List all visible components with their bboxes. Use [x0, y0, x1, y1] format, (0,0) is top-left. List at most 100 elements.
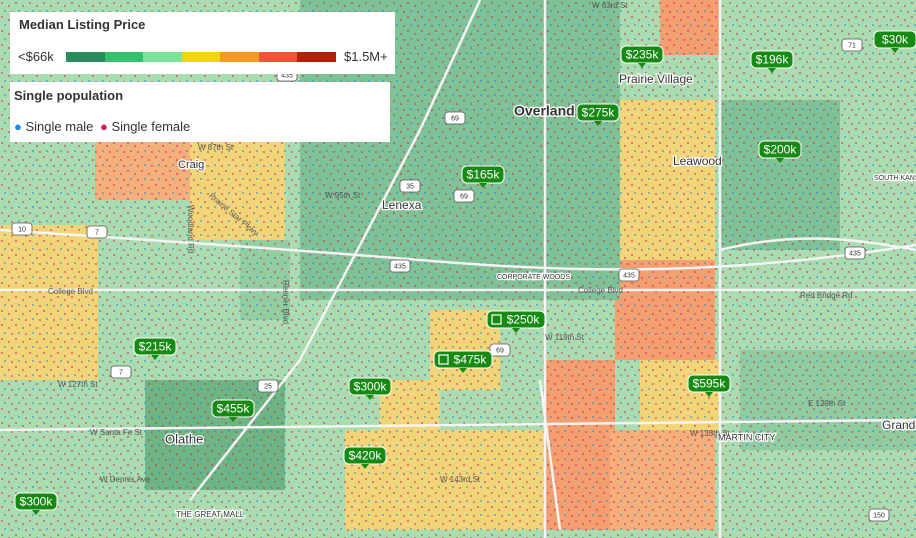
place-label: SOUTH KANSAS CITY: [874, 175, 916, 182]
price-marker[interactable]: $196k: [750, 50, 794, 73]
highway-shield: [444, 111, 466, 125]
highway-number: 435: [281, 72, 293, 79]
marker-pointer: [512, 328, 520, 333]
legend-label: Single male: [25, 119, 94, 134]
marker-pointer: [151, 355, 159, 360]
population-legend: Single population ● Single male ● Single…: [10, 82, 390, 142]
marker-price: $300k: [354, 380, 388, 394]
highway-number: 25: [264, 383, 272, 390]
highway-number: 435: [849, 250, 861, 257]
highway-number: 7: [95, 229, 99, 236]
highway-shield: [453, 189, 475, 203]
highway-number: 35: [406, 183, 414, 190]
marker-pointer: [229, 417, 237, 422]
marker-price: $215k: [139, 340, 173, 354]
place-label: Lenexa: [382, 198, 422, 212]
price-marker[interactable]: $595k: [687, 374, 731, 397]
place-label: Craig: [178, 159, 204, 171]
price-marker[interactable]: $300k: [14, 492, 58, 515]
street-label: W 87th St: [198, 143, 234, 152]
place-label: Overland: [514, 103, 575, 119]
street-label: Renner Blvd: [281, 280, 290, 324]
place-label: THE GREAT MALL: [176, 510, 245, 519]
street-label: W 127th St: [58, 380, 98, 389]
highway-shield: [868, 508, 890, 522]
street-label: W 135th St: [690, 429, 730, 438]
place-label: Prairie Village: [619, 72, 693, 86]
marker-pointer: [891, 48, 899, 53]
marker-price: $30k: [882, 33, 909, 47]
marker-price: $420k: [349, 449, 383, 463]
street-label: E 129th St: [808, 399, 846, 408]
street-label: College Blvd: [578, 286, 623, 295]
highway-number: 69: [460, 193, 468, 200]
marker-pointer: [366, 395, 374, 400]
legend-title: Median Listing Price: [19, 17, 146, 32]
street-label: Red Bridge Rd: [800, 291, 852, 300]
street-label: W 119th St: [545, 333, 585, 342]
price-marker[interactable]: $275k: [576, 103, 620, 126]
street-label: W 143rd St: [440, 475, 481, 484]
highway-shield: [257, 379, 279, 393]
price-marker[interactable]: $475k: [433, 350, 493, 373]
price-marker[interactable]: $200k: [758, 140, 802, 163]
street-label: W Dennis Ave: [100, 475, 151, 484]
marker-pointer: [459, 368, 467, 373]
price-marker[interactable]: $300k: [348, 377, 392, 400]
highway-shield: [844, 246, 866, 260]
price-marker[interactable]: $215k: [133, 337, 177, 360]
marker-pointer: [32, 510, 40, 515]
marker-price: $200k: [764, 143, 798, 157]
price-marker[interactable]: $235k: [620, 45, 664, 68]
calendar-icon: [438, 354, 449, 365]
marker-pointer: [638, 63, 646, 68]
highway-shield: [86, 225, 108, 239]
marker-price: $300k: [20, 495, 54, 509]
calendar-icon: [491, 314, 502, 325]
highway-number: 7: [119, 369, 123, 376]
price-marker[interactable]: $30k: [873, 30, 916, 53]
marker-price: $475k: [454, 353, 488, 367]
place-label: Leawood: [673, 154, 722, 168]
street-label: W 63rd St: [592, 1, 628, 10]
marker-pointer: [479, 183, 487, 188]
place-label: MARTIN CITY: [718, 432, 775, 442]
marker-price: $275k: [582, 106, 616, 120]
highway-number: 71: [848, 42, 856, 49]
highway-shield: [618, 268, 640, 282]
highway-number: 435: [394, 263, 406, 270]
street-label: W 95th St: [325, 191, 361, 200]
highway-shield: [489, 343, 511, 357]
marker-price: $235k: [626, 48, 660, 62]
place-label: CORPORATE WOODS: [497, 274, 570, 281]
marker-pointer: [768, 68, 776, 73]
place-label: Olathe: [165, 431, 203, 446]
marker-price: $455k: [217, 402, 251, 416]
price-marker[interactable]: $455k: [211, 399, 255, 422]
street-label: W Santa Fe St: [90, 428, 143, 437]
marker-price: $196k: [756, 53, 790, 67]
legend-item: ● Single female: [100, 119, 191, 134]
place-label: Grand: [882, 418, 915, 432]
marker-pointer: [361, 464, 369, 469]
price-marker[interactable]: $165k: [461, 165, 505, 188]
highway-number: 69: [496, 347, 504, 354]
price-marker[interactable]: $250k: [486, 310, 546, 333]
marker-pointer: [594, 121, 602, 126]
street-label: College Blvd: [48, 287, 93, 296]
highway-shield: [110, 365, 132, 379]
legend-max: $1.5M+: [344, 49, 388, 64]
marker-price: $250k: [507, 313, 541, 327]
price-legend: Median Listing Price <$66k $1.5M+: [10, 12, 395, 74]
price-marker[interactable]: $420k: [343, 446, 387, 469]
legend-scale: [66, 52, 337, 62]
marker-price: $595k: [693, 377, 727, 391]
highway-shield: [389, 259, 411, 273]
legend-item: ● Single male: [14, 119, 94, 134]
highway-number: 10: [18, 226, 26, 233]
highway-shield: [399, 179, 421, 193]
